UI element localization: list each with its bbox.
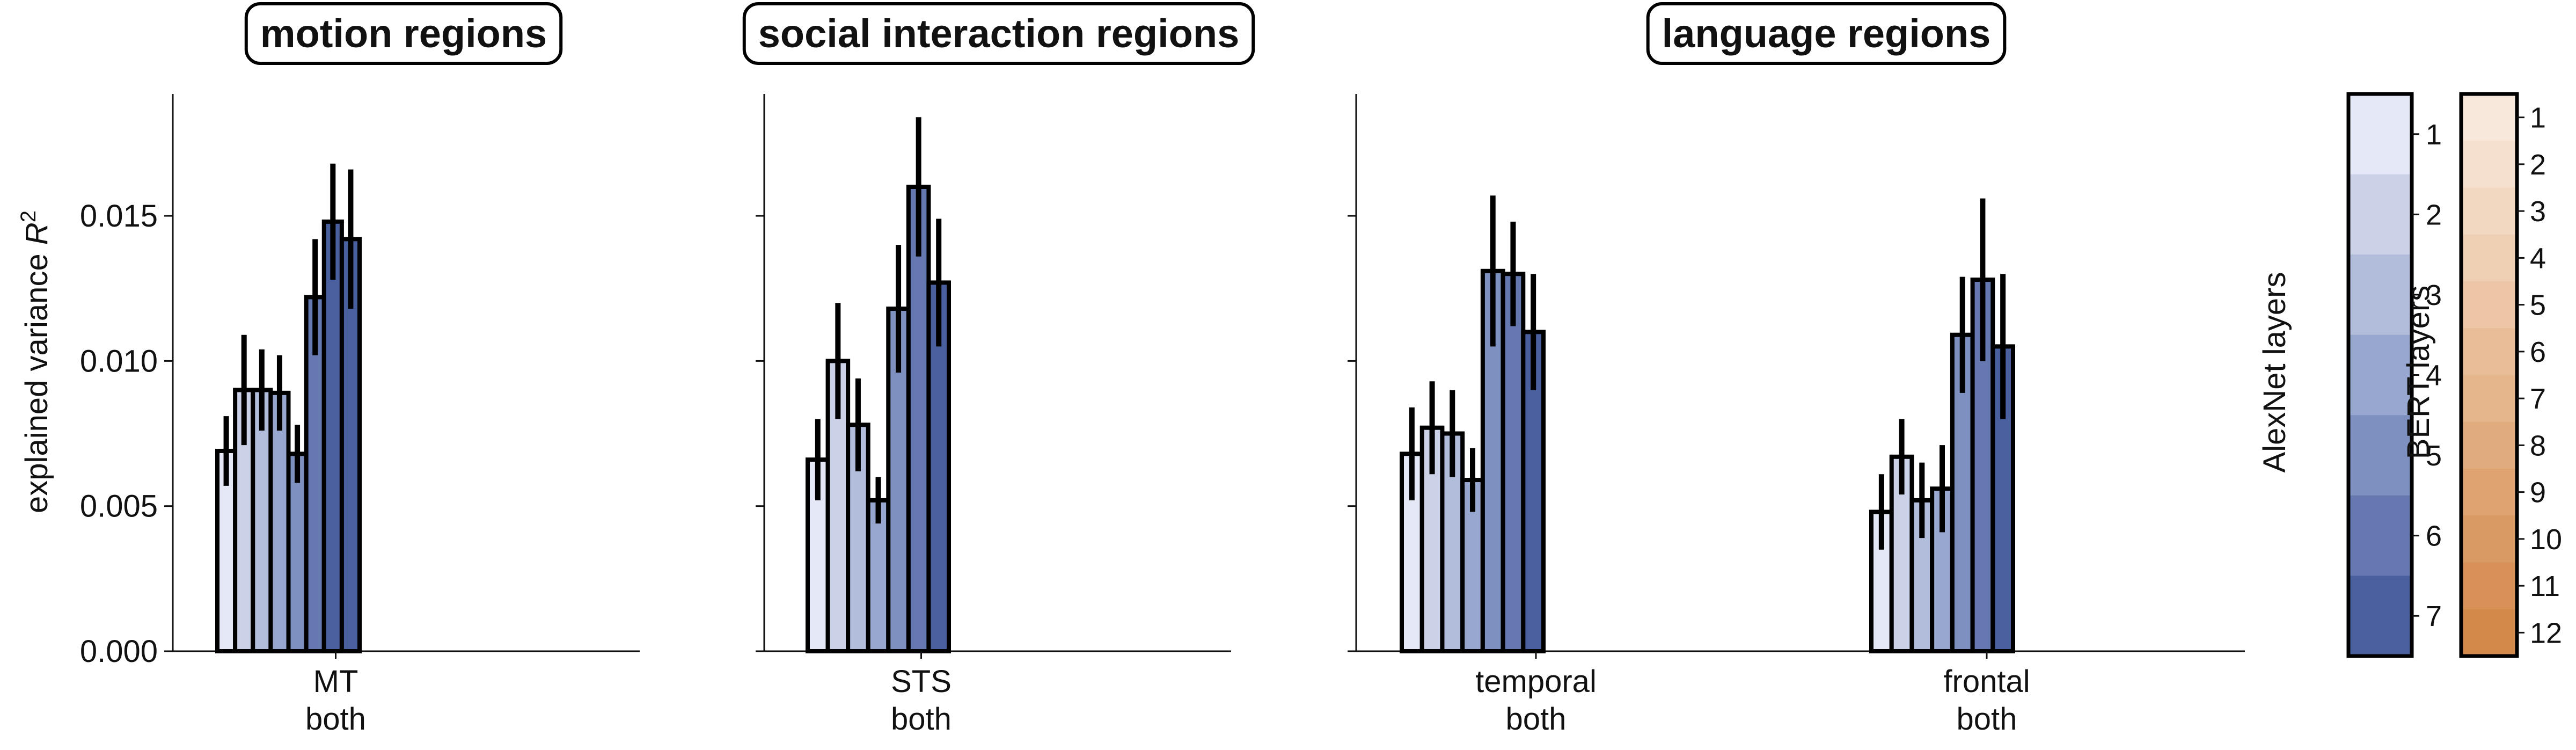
category-label: MT: [313, 664, 358, 699]
colorbar-label: AlexNet layers: [2257, 272, 2292, 473]
colorbar-tick-label: 11: [2530, 570, 2560, 602]
y-tick-label: 0.000: [80, 634, 158, 669]
colorbar-tick-label: 10: [2530, 523, 2562, 556]
colorbar-swatch: [2461, 515, 2517, 563]
bar: [321, 219, 344, 653]
panel-title: language regions: [1662, 11, 1991, 56]
colorbar-swatch: [2348, 174, 2412, 256]
category-sublabel: both: [1957, 702, 2017, 737]
colorbar-tick-label: 4: [2426, 360, 2442, 392]
colorbar-swatch: [2348, 94, 2412, 175]
bar: [1480, 268, 1505, 653]
panels: 0.000 0.005 0.010 0.015 explained variance R…: [17, 2, 2245, 737]
colorbar-swatch: [2461, 281, 2517, 329]
colorbar-swatch: [2461, 141, 2517, 188]
panel-title-box: [244, 2, 563, 65]
colorbar-swatch: [2348, 254, 2412, 336]
colorbar-swatch: [2461, 562, 2517, 610]
colorbar-swatch: [2461, 94, 2517, 142]
colorbar-tick-label: 4: [2530, 242, 2546, 274]
colorbar-tick-label: 3: [2530, 195, 2546, 228]
colorbar-tick-label: 8: [2530, 429, 2546, 462]
colorbar-swatch: [2461, 421, 2517, 469]
colorbar-swatch: [2348, 495, 2412, 577]
bar: [286, 452, 309, 653]
colorbar-label: BERT layers: [2401, 286, 2436, 459]
bar: [1501, 272, 1526, 653]
colorbar-tick-label: 5: [2426, 440, 2442, 472]
colorbar-tick-label: 12: [2530, 617, 2562, 649]
colorbar-swatch: [2348, 415, 2412, 496]
colorbar-tick-label: 2: [2530, 149, 2546, 181]
colorbar-swatch: [2461, 375, 2517, 423]
colorbar-tick-label: 7: [2426, 600, 2442, 632]
colorbar-swatch: [2461, 328, 2517, 376]
panel-title: motion regions: [260, 11, 547, 56]
panel-title: social interaction regions: [758, 11, 1239, 56]
colorbar-swatch: [2461, 187, 2517, 235]
y-tick-label: 0.010: [80, 344, 158, 378]
y-tick-label: 0.005: [80, 489, 158, 524]
panel-title-box: [1646, 2, 2007, 65]
colorbar: 1 2 3 4 5 6 7 AlexNet layers: [2257, 92, 2442, 658]
category-label: frontal: [1943, 664, 2030, 699]
y-axis-label-sup: 2: [17, 210, 40, 222]
colorbar-tick-label: 7: [2530, 383, 2546, 415]
colorbar-swatch: [2461, 469, 2517, 516]
colorbar-frame: [2459, 92, 2519, 658]
colorbar-tick-label: 5: [2530, 289, 2546, 322]
y-axis-label: explained variance R2: [17, 210, 54, 513]
category-sublabel: both: [1506, 702, 1567, 737]
colorbar-tick-label: 3: [2426, 279, 2442, 311]
bar: [866, 498, 891, 653]
y-tick-label: 0.015: [80, 199, 158, 234]
colorbar-tick-label: 6: [2530, 336, 2546, 368]
colorbar-tick-label: 1: [2426, 119, 2442, 151]
colorbar-swatch: [2348, 334, 2412, 416]
category-label: STS: [891, 664, 952, 699]
y-axis-label-text: explained variance: [19, 245, 54, 513]
colorbar-swatch: [2461, 234, 2517, 282]
y-axis-label-symbol: R: [19, 222, 54, 245]
bar: [268, 390, 291, 653]
category-label: temporal: [1475, 664, 1597, 699]
colorbar-tick-label: 2: [2426, 199, 2442, 231]
category-sublabel: both: [891, 702, 952, 737]
panel-title-box: [742, 2, 1255, 65]
colorbar-tick-label: 9: [2530, 477, 2546, 509]
chart-panel: 0.000 0.005 0.010 0.015 explained variance R…: [17, 2, 640, 737]
colorbar-swatch: [2461, 609, 2517, 657]
colorbar-tick-label: 6: [2426, 520, 2442, 552]
category-sublabel: both: [305, 702, 366, 737]
colorbar-tick-label: 1: [2530, 102, 2546, 134]
colorbar-swatch: [2348, 576, 2412, 657]
